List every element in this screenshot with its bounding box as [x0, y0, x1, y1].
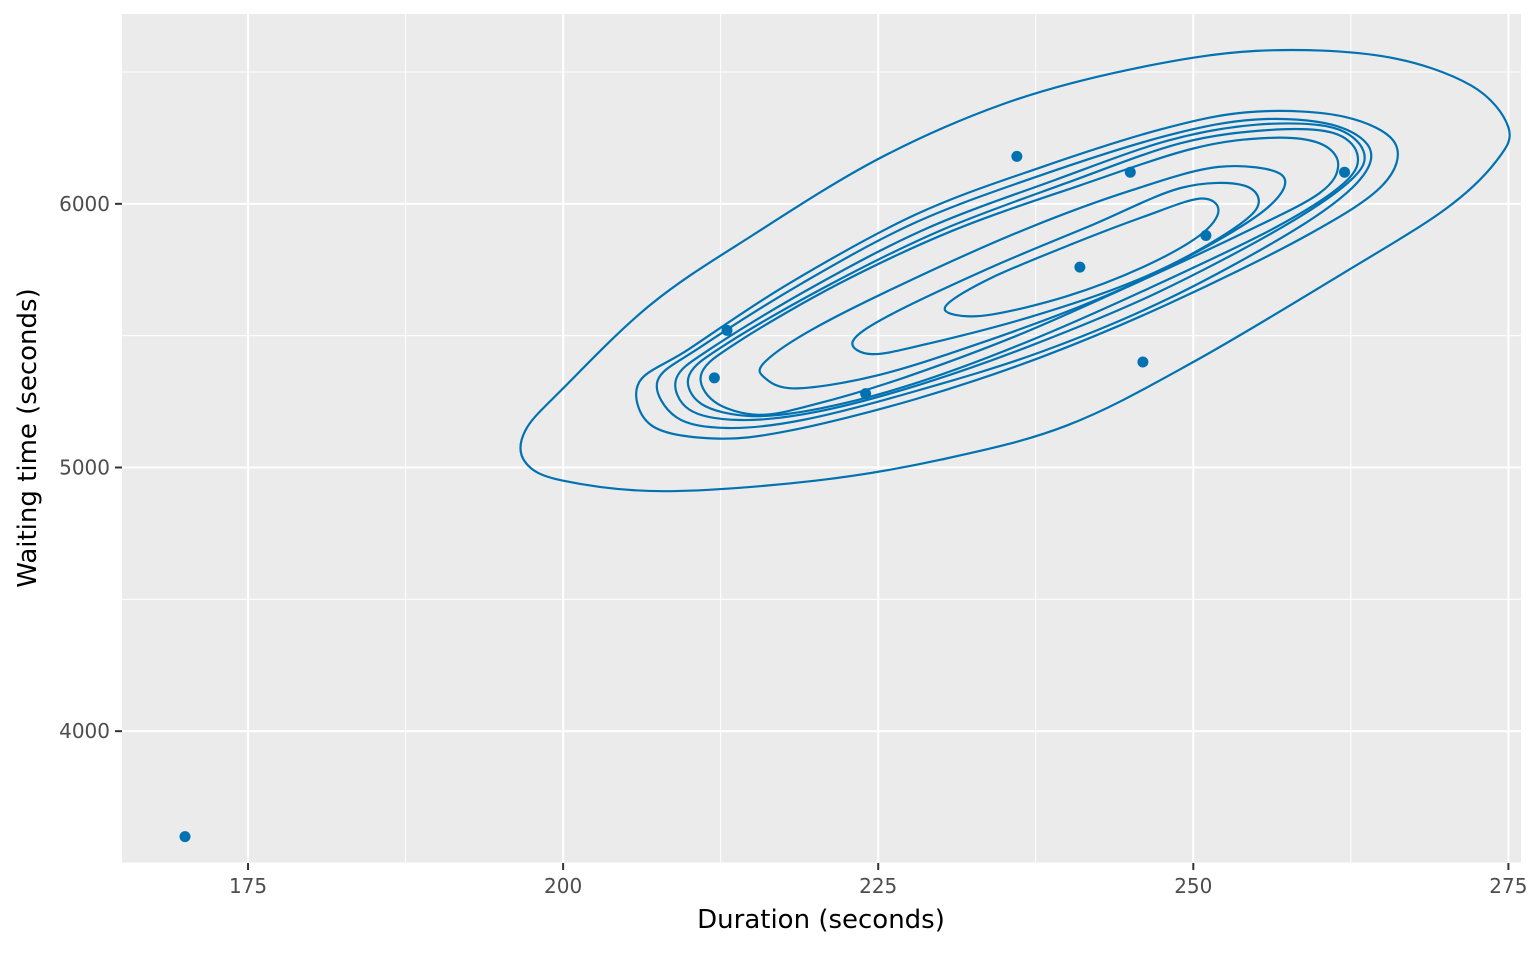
data-point: [1124, 166, 1136, 178]
data-point: [1074, 261, 1086, 273]
data-point: [179, 831, 191, 843]
density-contour-line: [635, 109, 1399, 440]
density-contour-line: [699, 136, 1340, 416]
x-tick-label: 225: [859, 874, 897, 898]
y-tick-label: 4000: [59, 719, 110, 743]
density-contours: [519, 48, 1511, 493]
data-point: [708, 372, 720, 384]
density-contour-line: [943, 197, 1220, 318]
grid-lines: [122, 14, 1521, 864]
x-tick-label: 250: [1174, 874, 1212, 898]
y-tick-label: 5000: [59, 456, 110, 480]
density-contour-line: [519, 48, 1511, 493]
data-points: [179, 150, 1351, 843]
y-axis-title: Waiting time (seconds): [13, 288, 43, 587]
data-point: [1137, 356, 1149, 368]
density-contour-line: [655, 117, 1373, 430]
y-tick-label: 6000: [59, 192, 110, 216]
x-tick-label: 175: [229, 874, 267, 898]
data-point: [1200, 229, 1212, 241]
density-contour-line: [674, 122, 1366, 422]
plot-panel: [122, 14, 1521, 863]
x-tick-label: 275: [1489, 874, 1527, 898]
density-contour-line: [851, 181, 1260, 356]
density-contour-line: [686, 127, 1360, 418]
x-axis-title: Duration (seconds): [697, 905, 945, 935]
data-point: [1011, 150, 1023, 162]
data-point: [860, 388, 872, 400]
axes: 175 200 225 250 275 4000 5000 6000: [59, 192, 1527, 898]
data-point: [721, 324, 733, 336]
data-point: [1339, 166, 1351, 178]
density-contour-line: [758, 164, 1287, 390]
x-tick-label: 200: [544, 874, 582, 898]
